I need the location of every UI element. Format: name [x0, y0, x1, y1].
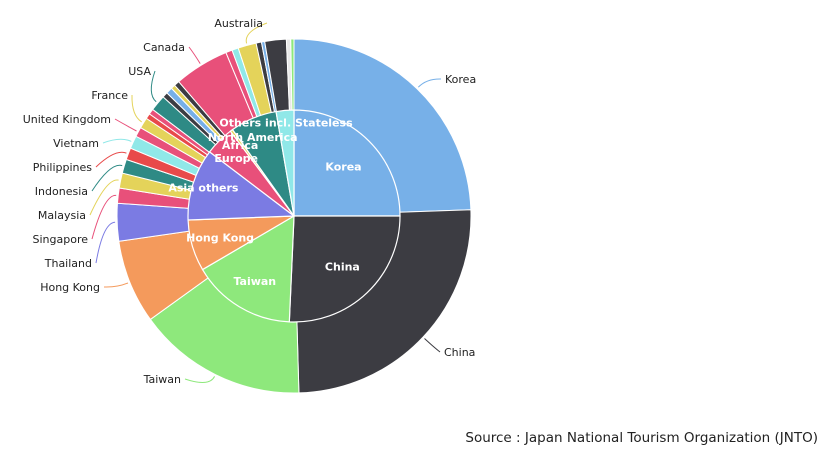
outer-labels: Korea China Taiwan Hong Kong Thailand Singapo…: [23, 17, 476, 386]
inner-slice-china[interactable]: [288, 215, 401, 323]
outer-label-malaysia: Malaysia: [38, 209, 86, 222]
outer-label-vietnam: Vietnam: [53, 137, 99, 150]
inner-slice-korea[interactable]: [293, 109, 401, 217]
outer-label-united-kingdom: United Kingdom: [23, 113, 111, 126]
outer-label-indonesia: Indonesia: [35, 185, 88, 198]
outer-label-taiwan: Taiwan: [143, 373, 181, 386]
leader-line-singapore: [91, 194, 117, 240]
leader-line-hong-kong: [103, 282, 129, 288]
leader-line-australia: [245, 22, 268, 44]
inner-label-hong-kong: Hong Kong: [186, 232, 254, 245]
inner-label-others-incl-stateless: Others incl. Stateless: [219, 116, 353, 129]
inner-label-africa: Africa: [222, 139, 258, 152]
leader-line-canada: [188, 46, 201, 64]
leader-line-thailand: [95, 221, 116, 264]
outer-label-singapore: Singapore: [33, 233, 89, 246]
outer-label-thailand: Thailand: [44, 257, 92, 270]
leader-line-korea: [417, 78, 442, 88]
inner-ring: [187, 109, 401, 323]
outer-label-france: France: [91, 89, 128, 102]
leader-line-united-kingdom: [114, 118, 137, 132]
leader-line-vietnam: [102, 138, 132, 144]
outer-label-philippines: Philippines: [33, 161, 93, 174]
inner-label-taiwan: Taiwan: [233, 275, 276, 288]
inner-label-china: China: [325, 261, 360, 274]
inner-slice-others-incl-stateless[interactable]: [275, 109, 295, 217]
inner-slice-taiwan[interactable]: [201, 214, 295, 323]
inner-label-korea: Korea: [325, 161, 361, 174]
outer-label-australia: Australia: [214, 17, 263, 30]
leader-lines: [89, 22, 442, 383]
leader-line-taiwan: [184, 376, 216, 383]
outer-label-hong-kong: Hong Kong: [40, 281, 100, 294]
outer-label-usa: USA: [128, 65, 151, 78]
inner-labels: Korea China Taiwan Hong Kong Asia others Euro…: [168, 116, 361, 288]
outer-label-korea: Korea: [445, 73, 476, 86]
inner-slice-asia-others[interactable]: [187, 151, 296, 221]
leader-line-indonesia: [91, 164, 123, 192]
inner-label-europe: Europe: [214, 152, 258, 165]
inner-label-asia-others: Asia others: [168, 181, 239, 194]
leader-line-malaysia: [89, 179, 119, 216]
leader-line-china: [424, 338, 441, 353]
source-note: Source : Japan National Tourism Organiza…: [465, 430, 818, 446]
leader-line-france: [131, 94, 142, 123]
leader-line-usa: [150, 70, 157, 103]
outer-label-canada: Canada: [143, 41, 185, 54]
outer-label-china: China: [444, 346, 475, 359]
inner-label-north-america: North America: [208, 131, 298, 144]
leader-line-philippines: [95, 151, 127, 168]
